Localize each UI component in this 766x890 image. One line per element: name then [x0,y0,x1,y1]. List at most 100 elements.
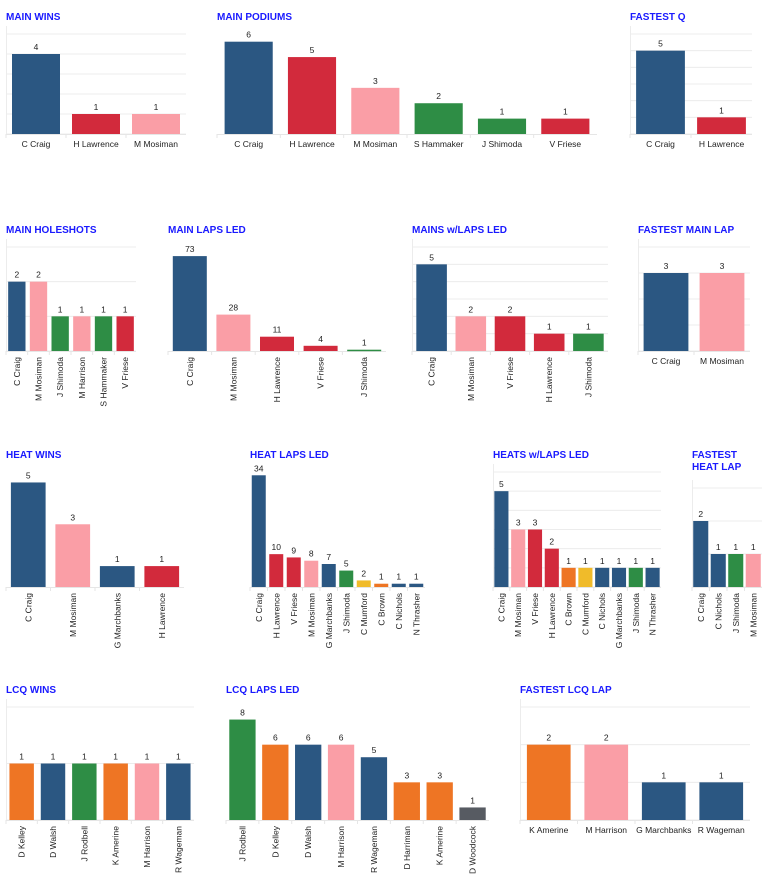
x-tick-label: D Kelley [17,825,27,857]
bar-m-mosiman[interactable] [55,524,91,587]
chart-plot: 6 C Craig 5 H Lawrence 3 M Mosiman 2 S Hammaker… [216,30,597,149]
bar-d-harriman[interactable] [393,782,420,820]
bar-h-lawrence[interactable] [259,336,295,351]
x-tick-label: V Friese [505,357,515,389]
bar-j-shimoda[interactable] [347,349,382,352]
bar-n-thrasher[interactable] [409,583,424,587]
bar-s-hammaker[interactable] [414,103,463,134]
x-tick-label: H Lawrence [73,139,119,149]
bar-c-craig[interactable] [416,264,447,351]
bar-c-craig[interactable] [172,256,207,351]
bar-c-craig[interactable] [224,41,273,134]
bar-d-walsh[interactable] [40,763,66,821]
x-tick-label: J Shimoda [631,593,641,633]
bar-k-amerine[interactable] [426,782,453,820]
bar-j-shimoda[interactable] [339,570,354,587]
bar-c-mumford[interactable] [356,580,371,587]
bar-g-marchbanks[interactable] [641,782,686,820]
bar-r-wageman[interactable] [166,763,191,821]
data-label: 1 [633,556,638,566]
bar-m-mosiman[interactable] [455,316,487,351]
bar-d-kelley[interactable] [262,744,289,820]
bar-j-shimoda[interactable] [728,554,744,587]
bar-m-harrison[interactable] [327,744,355,820]
bar-c-craig[interactable] [494,491,509,587]
bar-v-friese[interactable] [494,316,526,351]
x-tick-label: C Craig [496,593,506,622]
bar-k-amerine[interactable] [526,744,571,820]
bar-m-mosiman[interactable] [216,314,251,351]
x-tick-label: R Wageman [698,825,745,835]
bar-c-craig[interactable] [693,521,709,587]
data-label: 1 [500,107,505,117]
bar-c-craig[interactable] [643,273,689,351]
bar-c-brown[interactable] [561,567,576,587]
bar-c-craig[interactable] [12,54,60,134]
bar-h-lawrence[interactable] [544,548,559,587]
bar-h-lawrence[interactable] [72,114,120,134]
bar-j-rodbell[interactable] [229,719,256,820]
bar-m-mosiman[interactable] [699,273,745,351]
bar-m-mosiman[interactable] [304,560,319,587]
bar-r-wageman[interactable] [699,782,744,820]
bar-v-friese[interactable] [541,118,590,134]
bar-d-kelley[interactable] [9,763,34,821]
bar-d-woodcock[interactable] [459,807,486,820]
x-tick-label: H Lawrence [157,593,167,639]
x-tick-label: V Friese [316,357,326,389]
bar-h-lawrence[interactable] [144,566,180,587]
bar-r-wageman[interactable] [360,757,388,820]
bar-h-lawrence[interactable] [533,333,565,351]
bar-g-marchbanks[interactable] [611,567,627,587]
data-label: 2 [361,568,366,578]
data-label: 1 [154,102,159,112]
bar-v-friese[interactable] [116,316,134,351]
bar-c-craig[interactable] [636,50,685,134]
bar-m-mosiman[interactable] [351,87,400,134]
x-tick-label: G Marchbanks [636,825,691,835]
bar-c-craig[interactable] [251,475,266,587]
bar-v-friese[interactable] [286,557,301,587]
bar-j-shimoda[interactable] [628,567,643,587]
data-label: 3 [664,261,669,271]
bar-j-shimoda[interactable] [573,333,604,351]
bar-v-friese[interactable] [303,345,338,351]
bar-j-rodbell[interactable] [72,763,97,821]
bar-m-harrison[interactable] [73,316,91,351]
bar-m-mosiman[interactable] [29,281,48,351]
bar-n-thrasher[interactable] [645,567,660,587]
bar-s-hammaker[interactable] [94,316,113,351]
bar-m-harrison[interactable] [134,763,160,821]
x-tick-label: S Hammaker [414,139,464,149]
bar-m-mosiman[interactable] [745,554,761,587]
data-label: 1 [396,572,401,582]
bar-c-mumford[interactable] [578,567,593,587]
bar-c-craig[interactable] [10,482,46,587]
chart-plot: 5 C Craig 2 M Mosiman 2 V Friese 1 H Lawrence 1 J… [411,239,608,402]
bar-v-friese[interactable] [527,529,543,588]
data-label: 2 [14,270,19,280]
x-tick-label: M Mosiman [228,357,238,401]
bar-c-nichols[interactable] [710,554,726,587]
bar-m-mosiman[interactable] [511,529,526,588]
bar-d-walsh[interactable] [295,744,322,820]
bar-h-lawrence[interactable] [697,117,746,134]
bar-m-harrison[interactable] [584,744,629,820]
bar-c-craig[interactable] [8,281,26,351]
bar-g-marchbanks[interactable] [321,564,336,587]
bar-j-shimoda[interactable] [477,118,527,134]
x-tick-label: G Marchbanks [614,593,624,648]
bar-c-nichols[interactable] [595,567,610,587]
bar-g-marchbanks[interactable] [99,566,135,587]
bar-k-amerine[interactable] [103,763,128,821]
bar-j-shimoda[interactable] [51,316,69,351]
x-tick-label: H Lawrence [289,139,335,149]
bar-m-mosiman[interactable] [132,114,180,134]
bar-c-brown[interactable] [374,583,389,587]
bar-h-lawrence[interactable] [287,57,337,135]
bar-h-lawrence[interactable] [269,554,284,587]
x-tick-label: D Walsh [48,826,58,858]
bar-c-nichols[interactable] [391,583,406,587]
chart-plot: 73 C Craig 28 M Mosiman 11 H Lawrence 4 V Fries… [167,244,386,402]
chart-plot: 2 K Amerine 2 M Harrison 1 G Marchbanks 1 R Wag… [519,699,750,835]
